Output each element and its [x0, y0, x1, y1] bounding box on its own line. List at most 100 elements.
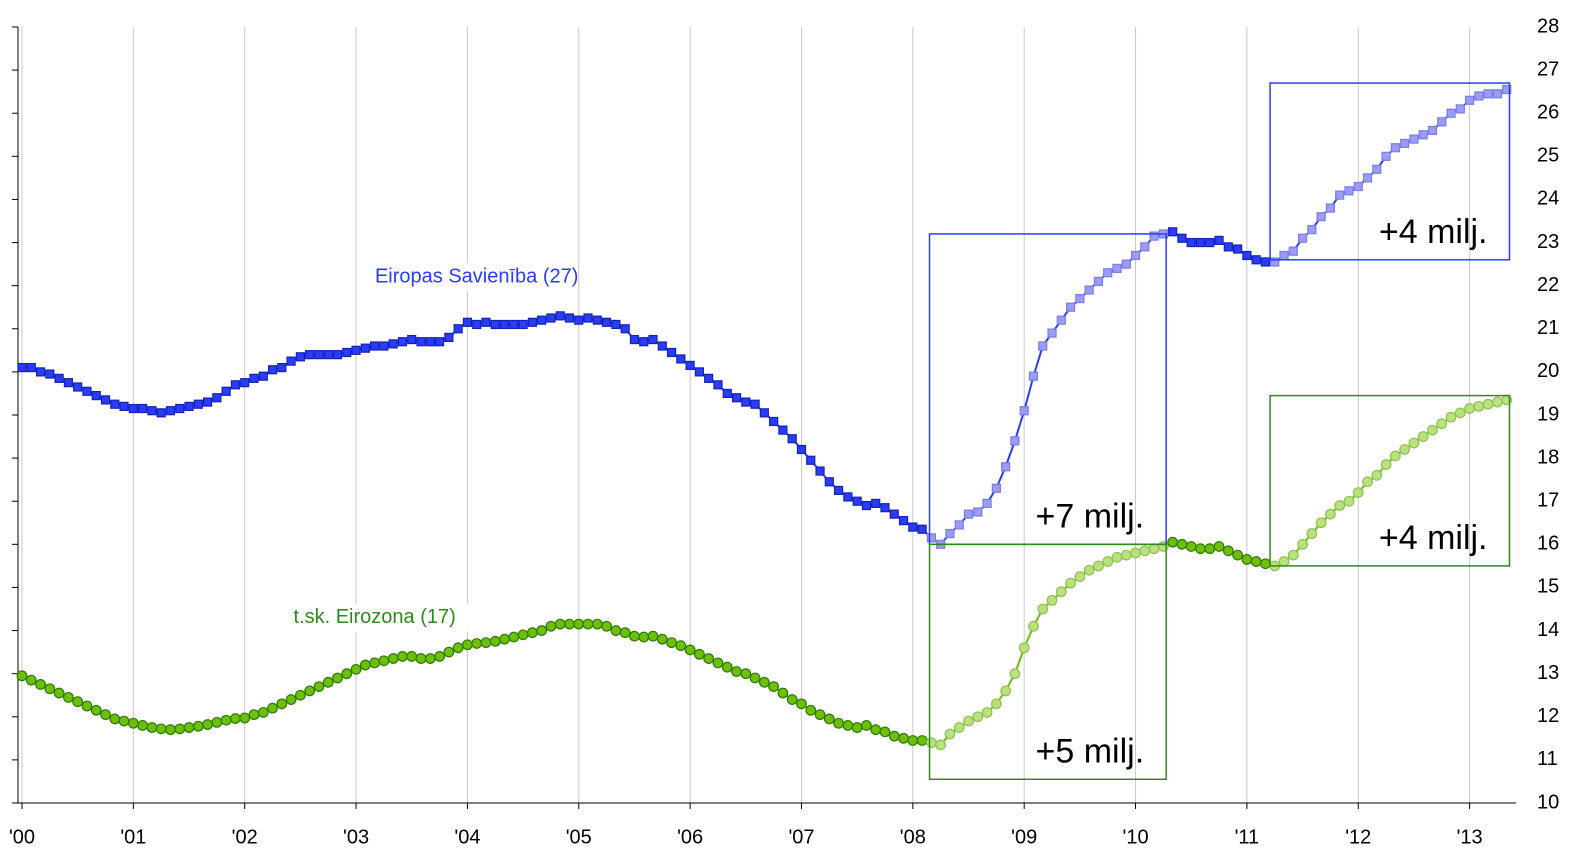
marker [898, 732, 909, 744]
marker [267, 702, 278, 714]
marker [1381, 151, 1391, 161]
marker [1055, 586, 1067, 598]
marker [657, 341, 667, 351]
marker [796, 698, 807, 710]
marker [824, 477, 834, 487]
x-tick-label: '13 [1457, 826, 1483, 848]
marker [332, 672, 343, 684]
marker [666, 637, 677, 649]
marker [1454, 407, 1466, 419]
marker [202, 719, 213, 730]
x-tick-label: '10 [1123, 826, 1149, 848]
marker [276, 698, 288, 710]
marker [462, 639, 473, 651]
y-tick-label: 12 [1537, 705, 1559, 727]
marker [1149, 231, 1159, 241]
marker [359, 659, 371, 671]
marker [582, 618, 594, 630]
marker [379, 341, 389, 351]
marker [879, 726, 891, 738]
marker [220, 714, 232, 726]
marker [1306, 528, 1318, 539]
marker [286, 356, 296, 366]
marker [1279, 250, 1289, 261]
marker [740, 668, 752, 680]
marker [295, 352, 305, 362]
marker [16, 670, 28, 682]
marker [1278, 556, 1290, 567]
marker [175, 403, 185, 414]
marker [908, 522, 918, 532]
marker [554, 618, 566, 630]
marker [786, 694, 798, 705]
marker [1223, 242, 1233, 252]
marker [694, 367, 705, 377]
marker [304, 685, 316, 697]
marker [62, 691, 74, 703]
marker [1417, 431, 1429, 442]
marker [1335, 190, 1345, 200]
marker [518, 319, 528, 330]
marker [898, 516, 909, 526]
marker [127, 717, 139, 729]
marker [704, 373, 714, 383]
marker [935, 739, 947, 751]
marker [44, 683, 56, 695]
marker [26, 362, 36, 373]
marker [1372, 164, 1382, 174]
marker [750, 399, 760, 409]
marker [165, 724, 176, 736]
marker [221, 386, 231, 396]
y-tick-label: 27 [1537, 58, 1559, 80]
y-tick-label: 17 [1537, 490, 1559, 512]
x-tick-label: '08 [900, 826, 926, 848]
marker [1270, 257, 1280, 267]
marker [806, 455, 816, 465]
marker [916, 735, 928, 746]
marker [1120, 549, 1132, 561]
marker [323, 350, 333, 360]
series-label: Eiropas Savienība (27) [375, 265, 578, 287]
marker [1492, 396, 1503, 408]
marker [443, 646, 455, 658]
marker [1065, 577, 1076, 589]
marker [481, 317, 491, 327]
marker [230, 713, 241, 724]
marker [833, 717, 844, 729]
marker [917, 524, 927, 534]
marker [1074, 571, 1086, 583]
marker [769, 416, 779, 427]
marker [1297, 233, 1308, 243]
marker [768, 681, 780, 692]
marker [1427, 125, 1438, 136]
marker [778, 425, 788, 435]
marker [722, 388, 732, 399]
marker [258, 371, 268, 381]
marker [648, 334, 658, 345]
marker [815, 466, 825, 476]
marker [118, 715, 130, 727]
marker [537, 315, 547, 325]
marker [907, 735, 919, 746]
marker [1409, 134, 1419, 144]
marker [647, 630, 659, 642]
marker [1482, 398, 1494, 410]
marker [322, 676, 334, 688]
marker [991, 483, 1001, 493]
marker [499, 319, 510, 330]
marker [1232, 549, 1244, 561]
marker [211, 716, 223, 728]
marker [212, 393, 222, 403]
marker [982, 498, 992, 508]
marker [184, 401, 194, 411]
y-tick-label: 13 [1537, 662, 1559, 684]
marker [471, 638, 483, 649]
marker [1418, 130, 1428, 140]
marker [666, 347, 677, 358]
marker [174, 723, 186, 735]
marker [109, 713, 121, 725]
marker [888, 730, 900, 742]
marker [1205, 237, 1215, 248]
marker [1250, 556, 1262, 567]
marker [1000, 685, 1012, 697]
